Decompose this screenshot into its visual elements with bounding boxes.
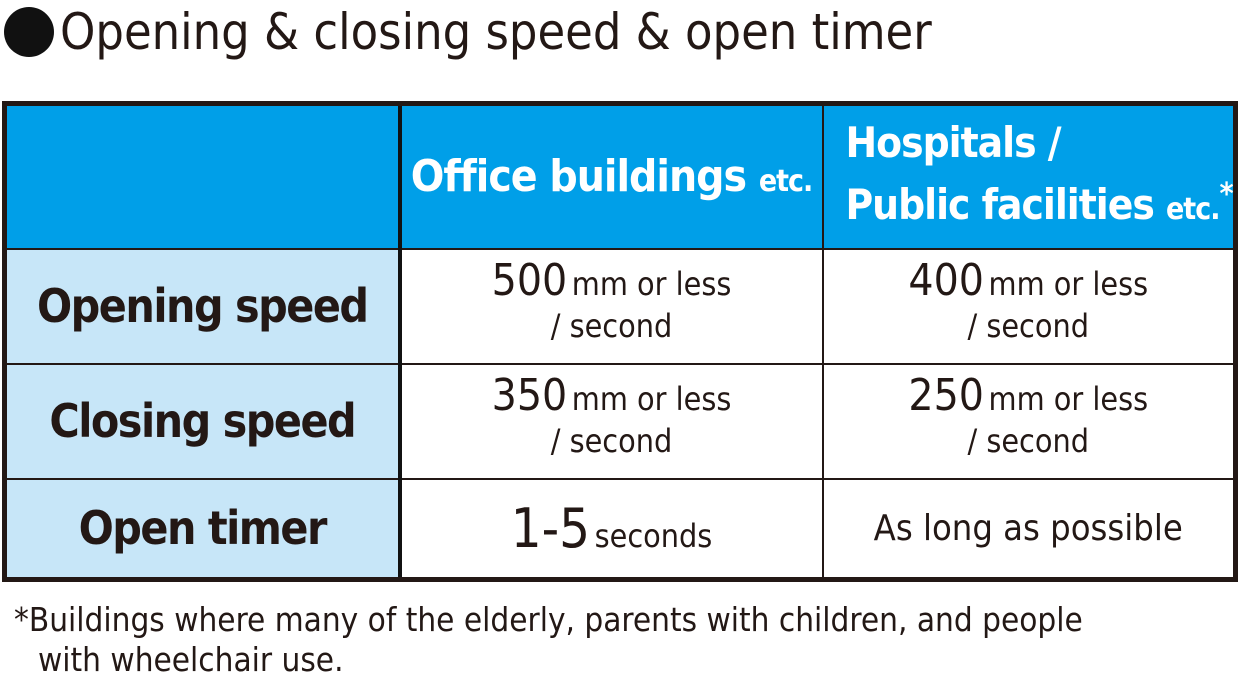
header-hospital: Hospitals / Public facilities etc.* bbox=[821, 102, 1237, 250]
section-title: Opening & closing speed & open timer bbox=[4, 0, 932, 64]
cell-hospital-timer: As long as possible bbox=[821, 477, 1237, 581]
cell-office-closing: 350 mm or less / second bbox=[398, 362, 824, 480]
row-label: Closing speed bbox=[3, 362, 402, 480]
row-label: Opening speed bbox=[3, 247, 402, 365]
speed-table: Office buildings etc. Hospitals / Public … bbox=[2, 101, 1238, 582]
footnote: *Buildings where many of the elderly, pa… bbox=[14, 600, 1083, 679]
cell-hospital-closing: 250 mm or less / second bbox=[821, 362, 1237, 480]
cell-hospital-opening: 400 mm or less / second bbox=[821, 247, 1237, 365]
header-empty bbox=[3, 102, 402, 250]
cell-office-opening: 500 mm or less / second bbox=[398, 247, 824, 365]
header-office: Office buildings etc. bbox=[398, 102, 824, 250]
title-text: Opening & closing speed & open timer bbox=[60, 3, 932, 61]
cell-office-timer: 1-5 seconds bbox=[398, 477, 824, 581]
bullet-icon bbox=[4, 7, 54, 57]
row-label: Open timer bbox=[3, 477, 402, 581]
